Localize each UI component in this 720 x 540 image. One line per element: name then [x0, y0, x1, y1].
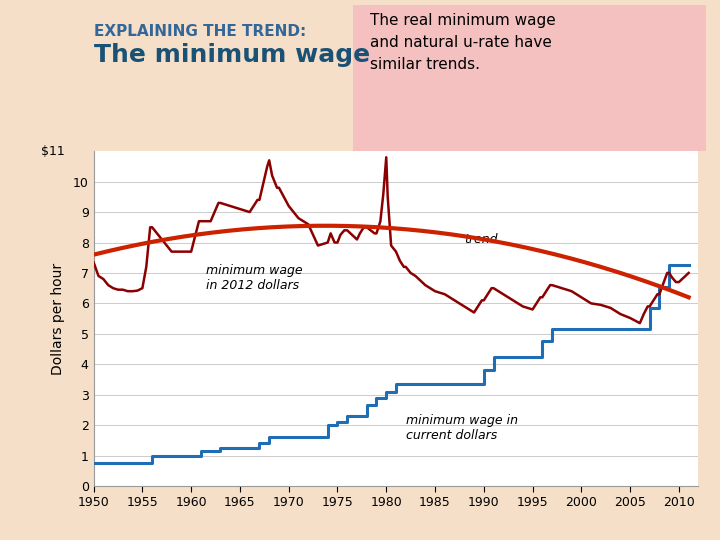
Text: $11: $11	[41, 145, 65, 158]
Text: EXPLAINING THE TREND:: EXPLAINING THE TREND:	[94, 24, 306, 39]
Text: The real minimum wage
and natural u-rate have
similar trends.: The real minimum wage and natural u-rate…	[371, 13, 556, 72]
Y-axis label: Dollars per hour: Dollars per hour	[50, 262, 65, 375]
Text: trend: trend	[464, 233, 498, 246]
Text: minimum wage
in 2012 dollars: minimum wage in 2012 dollars	[206, 264, 302, 292]
Text: minimum wage in
current dollars: minimum wage in current dollars	[406, 415, 518, 442]
Text: The minimum wage: The minimum wage	[94, 43, 370, 67]
